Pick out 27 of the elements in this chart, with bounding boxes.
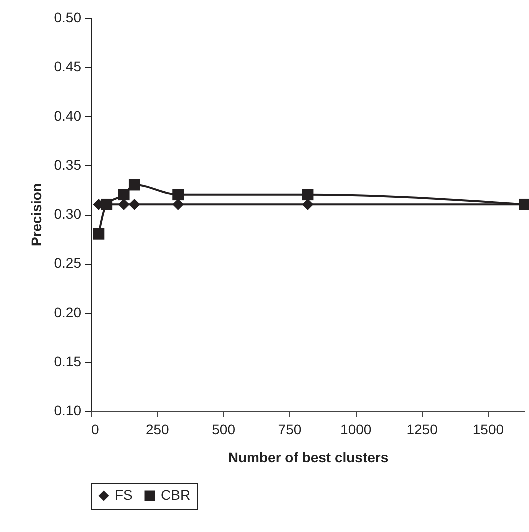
point — [172, 189, 184, 201]
x-tick-label: 1000 — [340, 422, 372, 438]
y-tick-label: 0.50 — [54, 10, 82, 26]
x-tick-label: 250 — [146, 422, 170, 438]
x-tick-label: 750 — [278, 422, 302, 438]
point — [128, 198, 140, 210]
x-tick-label: 1500 — [472, 422, 504, 438]
x-tick-label: 500 — [212, 422, 236, 438]
y-axis-title: Precision — [28, 183, 44, 247]
point — [302, 189, 314, 201]
x-tick-label: 0 — [92, 422, 100, 438]
point — [101, 198, 113, 210]
x-axis-title: Number of best clusters — [228, 450, 389, 466]
legend-label: CBR — [161, 487, 191, 503]
y-tick-label: 0.35 — [54, 156, 82, 173]
legend-label: FS — [115, 487, 133, 503]
y-tick-label: 0.40 — [54, 108, 82, 124]
y-tick-label: 0.15 — [54, 353, 82, 370]
point — [118, 189, 130, 201]
y-tick-label: 0.45 — [54, 58, 82, 75]
y-tick-label: 0.10 — [54, 402, 82, 418]
x-tick-label: 1250 — [406, 422, 438, 438]
y-tick-label: 0.30 — [54, 206, 82, 222]
y-tick-label: 0.25 — [54, 255, 82, 272]
y-tick-label: 0.20 — [54, 304, 82, 320]
point — [128, 179, 140, 191]
point — [93, 228, 105, 240]
